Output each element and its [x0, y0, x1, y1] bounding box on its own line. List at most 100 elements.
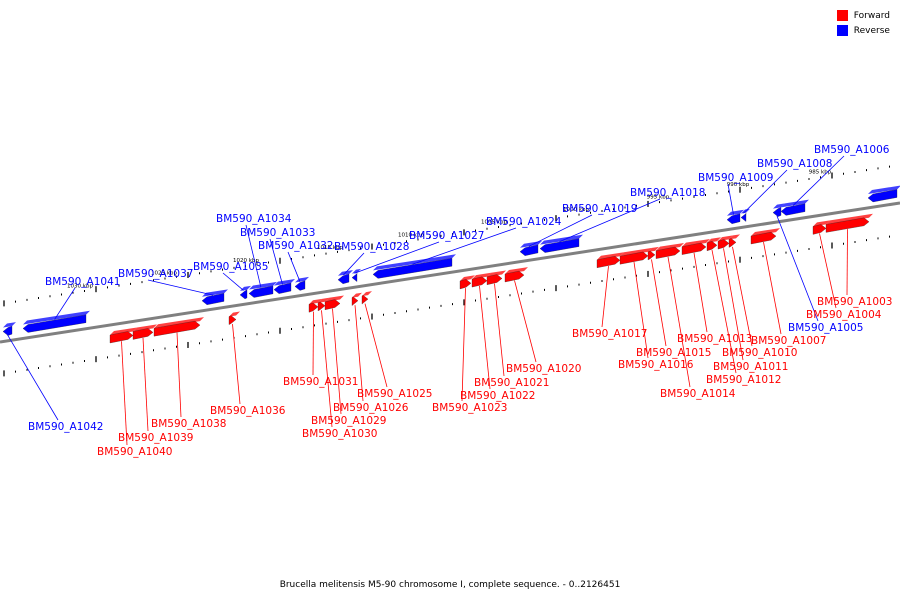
BM590_A1012-feature[interactable] [706, 237, 721, 252]
gene-label[interactable]: BM590_A1004 [806, 309, 882, 321]
BM590_A1010-feature[interactable] [728, 234, 740, 248]
gene-label[interactable]: BM590_A1008 [757, 158, 832, 170]
gene-label[interactable]: BM590_A1033 [240, 227, 315, 239]
BM590_A1005-feature[interactable] [772, 203, 785, 217]
gene-label[interactable]: BM590_A1039 [118, 432, 193, 444]
gene-label[interactable]: BM590_A1018 [630, 187, 705, 199]
feature-top [868, 185, 900, 194]
ruler-label: 990 kbp [727, 182, 750, 188]
feature-top [318, 297, 329, 303]
BM590_A1031-feature[interactable] [308, 298, 322, 313]
BM590_A1019-feature[interactable] [519, 240, 542, 256]
BM590_A1011-feature[interactable] [717, 235, 733, 250]
BM590_A1037-feature[interactable] [201, 289, 228, 305]
BM590_A1020-feature[interactable] [504, 267, 528, 283]
feature-body [619, 251, 649, 265]
BM590_A1035-feature[interactable] [239, 285, 251, 300]
BM590_A1041-feature[interactable] [22, 310, 90, 333]
feature-body [596, 256, 621, 268]
feature-top [373, 254, 456, 271]
BM590_A1014-feature[interactable] [655, 242, 684, 259]
feature-body [780, 203, 806, 216]
BM590_A1015-feature[interactable] [647, 246, 659, 261]
BM590_A1021-feature[interactable] [486, 270, 506, 285]
gene-label[interactable]: BM590_A1014 [660, 388, 736, 400]
gene-label[interactable]: BM590_A1007 [751, 335, 826, 347]
gene-label[interactable]: BM590_A1041 [45, 276, 120, 288]
gene-label[interactable]: BM590_A1026 [333, 402, 409, 414]
BM590_A1028-feature[interactable] [337, 270, 353, 284]
legend-reverse-label: Reverse [853, 25, 890, 36]
gene-label[interactable]: BM590_A1030 [302, 428, 377, 440]
BM590_A1024-feature[interactable] [372, 254, 456, 279]
gene-label[interactable]: BM590_A1042 [28, 421, 103, 433]
edge-reverse-feature[interactable] [867, 185, 900, 203]
gene-label[interactable]: BM590_A1031 [283, 376, 358, 388]
feature-top [648, 246, 659, 252]
gene-label[interactable]: BM590_A1038 [151, 418, 226, 430]
gene-label[interactable]: BM590_A1017 [572, 328, 647, 340]
gene-label[interactable]: BM590_A1006 [814, 144, 890, 156]
gene-label[interactable]: BM590_A1019 [562, 203, 637, 215]
gene-label[interactable]: BM590_A1029 [311, 415, 386, 427]
BM590_A1042-feature[interactable] [2, 322, 16, 336]
ruler-label: 1020 kbp [233, 258, 259, 264]
gene-label[interactable]: BM590_A1003 [817, 296, 892, 308]
BM590_A1007-feature[interactable] [750, 228, 780, 245]
gene-label[interactable]: BM590_A1022 [460, 390, 535, 402]
gene-label[interactable]: BM590_A1037 [118, 268, 193, 280]
gene-label[interactable]: BM590_A1016 [618, 359, 694, 371]
gene-label[interactable]: BM590_A1035 [193, 261, 268, 273]
gene-label[interactable]: BM590_A1015 [636, 347, 711, 359]
BM590_A1025-feature[interactable] [361, 291, 372, 305]
BM590_A1030-feature[interactable] [317, 297, 329, 312]
gene-label[interactable]: BM590_A1024 [486, 216, 562, 228]
BM590_A1003-feature[interactable] [825, 213, 873, 233]
gene-label[interactable]: BM590_A1020 [506, 363, 581, 375]
gene-label[interactable]: BM590_A1040 [97, 446, 172, 458]
gene-label[interactable]: BM590_A1032 [258, 240, 333, 252]
BM590_A1029-feature[interactable] [324, 295, 344, 310]
BM590_A1038-feature[interactable] [153, 317, 204, 337]
leader-line [354, 305, 364, 402]
BM590_A1027-feature[interactable] [351, 268, 361, 282]
gene-label[interactable]: BM590_A1005 [788, 322, 863, 334]
gene-label[interactable]: BM590_A1025 [357, 388, 432, 400]
gene-label[interactable]: BM590_A1023 [432, 402, 507, 414]
BM590_A1034-feature[interactable] [248, 281, 277, 298]
gene-label[interactable]: BM590_A1013 [677, 333, 752, 345]
BM590_A1032-feature[interactable] [294, 276, 309, 291]
BM590_A1023-feature[interactable] [459, 275, 475, 290]
BM590_A1026-feature[interactable] [351, 292, 362, 306]
gene-label[interactable]: BM590_A1009 [698, 172, 773, 184]
BM590_A1022-feature[interactable] [471, 272, 491, 288]
BM590_A1013-feature[interactable] [681, 238, 710, 255]
BM590_A1009-feature[interactable] [726, 209, 744, 224]
BM590_A1008-feature[interactable] [740, 208, 750, 222]
gene-label[interactable]: BM590_A1028 [334, 241, 409, 253]
BM590_A1018-feature[interactable] [539, 234, 583, 253]
BM590_A1040-feature[interactable] [109, 327, 137, 344]
BM590_A1036-feature[interactable] [228, 311, 240, 325]
feature-body [486, 274, 503, 285]
feature-body [647, 250, 656, 261]
BM590_A1004-feature[interactable] [812, 220, 830, 235]
feature-top [472, 272, 491, 280]
gene-label[interactable]: BM590_A1027 [409, 230, 484, 242]
gene-label[interactable]: BM590_A1034 [216, 213, 292, 225]
feature-body [740, 212, 747, 222]
gene-label[interactable]: BM590_A1021 [474, 377, 549, 389]
gene-label[interactable]: BM590_A1036 [210, 405, 286, 417]
gene-label[interactable]: BM590_A1010 [722, 347, 797, 359]
gene-label[interactable]: BM590_A1011 [713, 361, 788, 373]
BM590_A1017-feature[interactable] [596, 252, 624, 268]
BM590_A1016-feature[interactable] [619, 247, 652, 265]
BM590_A1039-feature[interactable] [132, 324, 157, 340]
BM590_A1006-feature[interactable] [780, 199, 809, 216]
gene-label[interactable]: BM590_A1012 [706, 374, 781, 386]
leader-line [321, 310, 333, 428]
leader-line [332, 308, 342, 415]
BM590_A1033-feature[interactable] [273, 279, 295, 294]
feature-top [229, 311, 240, 317]
